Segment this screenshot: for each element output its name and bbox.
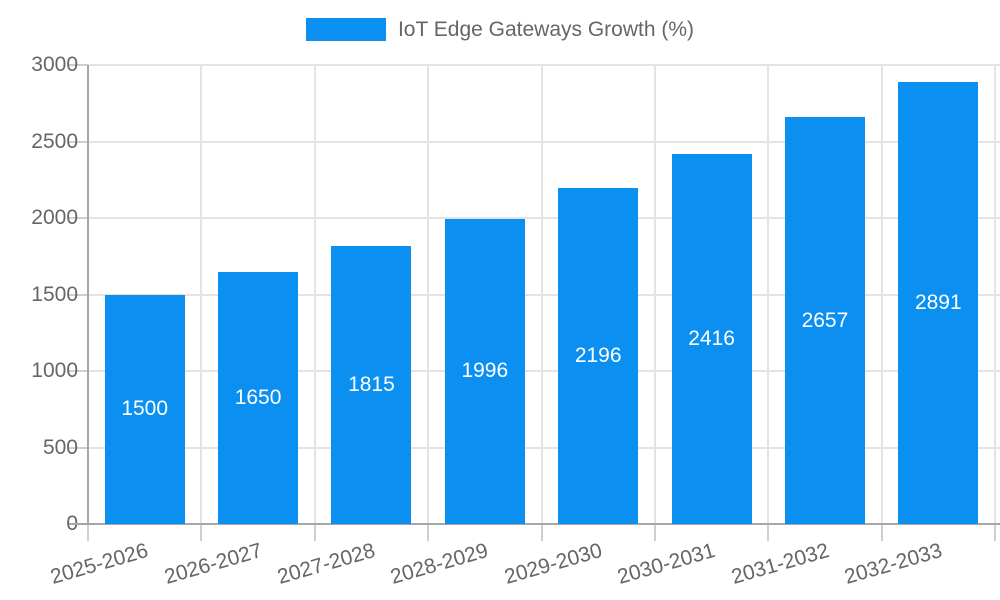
v-gridline: [427, 65, 430, 524]
bar-value-label: 2657: [801, 308, 849, 332]
h-gridline: [88, 140, 1000, 143]
bar[interactable]: 1500: [104, 294, 185, 524]
y-tick-label: 2000: [31, 206, 78, 229]
y-tick-mark: [69, 64, 88, 66]
x-tick-label: 2031-2032: [728, 539, 832, 589]
y-tick-label: 2500: [31, 129, 78, 153]
y-tick-label: 3000: [31, 53, 78, 76]
y-tick-label: 0: [0, 513, 78, 535]
chart-legend[interactable]: IoT Edge Gateways Growth (%): [0, 18, 1000, 41]
y-axis-line: [87, 65, 89, 524]
legend-label: IoT Edge Gateways Growth (%): [397, 18, 695, 41]
h-gridline: [88, 64, 1000, 66]
h-gridline: [88, 217, 1000, 219]
v-gridline: [994, 65, 996, 524]
y-tick-mark: [69, 217, 88, 219]
x-tick-mark: [313, 524, 316, 541]
y-tick-mark: [69, 446, 88, 449]
v-gridline: [653, 65, 656, 524]
h-gridline: [88, 446, 1000, 449]
bar[interactable]: 1650: [218, 271, 299, 524]
bar-value-label: 1650: [234, 385, 282, 409]
x-tick-mark: [880, 524, 883, 541]
bar[interactable]: 1996: [444, 218, 525, 524]
legend-swatch: [305, 18, 386, 41]
x-tick-mark: [994, 524, 996, 541]
bar[interactable]: 2416: [671, 154, 752, 524]
y-tick-mark: [69, 370, 88, 372]
x-tick-label: 2030-2031: [615, 539, 718, 589]
x-tick-label: 2027-2028: [274, 539, 378, 589]
v-gridline: [767, 65, 770, 524]
x-tick-label: 2032-2033: [841, 539, 945, 589]
bar-value-label: 1996: [461, 359, 509, 383]
v-gridline: [540, 65, 543, 524]
bar-value-label: 1815: [348, 373, 395, 397]
bar-value-label: 2891: [914, 290, 962, 314]
bar[interactable]: 2196: [558, 188, 639, 524]
bar[interactable]: 1815: [331, 246, 412, 524]
y-tick-mark: [69, 293, 88, 296]
x-tick-mark: [87, 524, 89, 541]
x-axis-line: [69, 523, 1000, 525]
x-tick-mark: [200, 524, 203, 541]
x-tick-label: 2028-2029: [388, 539, 492, 589]
x-tick-mark: [767, 524, 770, 541]
x-tick-label: 2029-2030: [501, 539, 605, 589]
x-tick-mark: [653, 524, 656, 541]
h-gridline: [88, 370, 1000, 372]
h-gridline: [88, 293, 1000, 296]
x-tick-label: 2026-2027: [161, 539, 265, 589]
y-tick-label: 500: [42, 435, 78, 459]
y-tick-mark: [69, 140, 88, 143]
y-tick-label: 1000: [31, 359, 78, 382]
bar-value-label: 1500: [121, 397, 169, 421]
v-gridline: [200, 65, 203, 524]
x-tick-mark: [540, 524, 543, 541]
bar[interactable]: 2891: [898, 81, 979, 524]
y-tick-label: 1500: [31, 282, 78, 306]
bar-value-label: 2196: [574, 343, 622, 367]
bar[interactable]: 2657: [784, 117, 865, 524]
bar-value-label: 2416: [688, 327, 735, 351]
v-gridline: [313, 65, 316, 524]
x-tick-mark: [427, 524, 430, 541]
v-gridline: [880, 65, 883, 524]
x-tick-label: 2025-2026: [48, 539, 152, 589]
